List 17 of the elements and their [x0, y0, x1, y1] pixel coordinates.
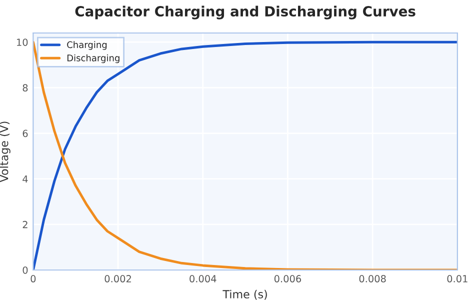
x-tick-label: 0.002 [104, 275, 131, 282]
legend-label: Charging [67, 41, 107, 50]
chart-title: Capacitor Charging and Discharging Curves [75, 6, 416, 20]
y-tick-label: 6 [22, 130, 28, 138]
x-tick-label: 0 [30, 275, 36, 282]
x-tick-label: 0.008 [359, 275, 386, 282]
x-tick-label: 0.006 [274, 275, 302, 282]
y-tick-label: 0 [22, 266, 28, 274]
y-tick-label: 4 [22, 175, 28, 183]
y-tick-label: 2 [22, 220, 28, 228]
legend-label: Discharging [67, 54, 120, 64]
y-tick-label: 10 [17, 38, 28, 46]
x-axis-title: Time (s) [222, 290, 267, 300]
x-tick-label: 0.01 [447, 275, 468, 282]
y-tick-label: 8 [22, 84, 28, 92]
y-axis-title: Voltage (V) [0, 122, 10, 182]
x-tick-label: 0.004 [190, 275, 216, 282]
